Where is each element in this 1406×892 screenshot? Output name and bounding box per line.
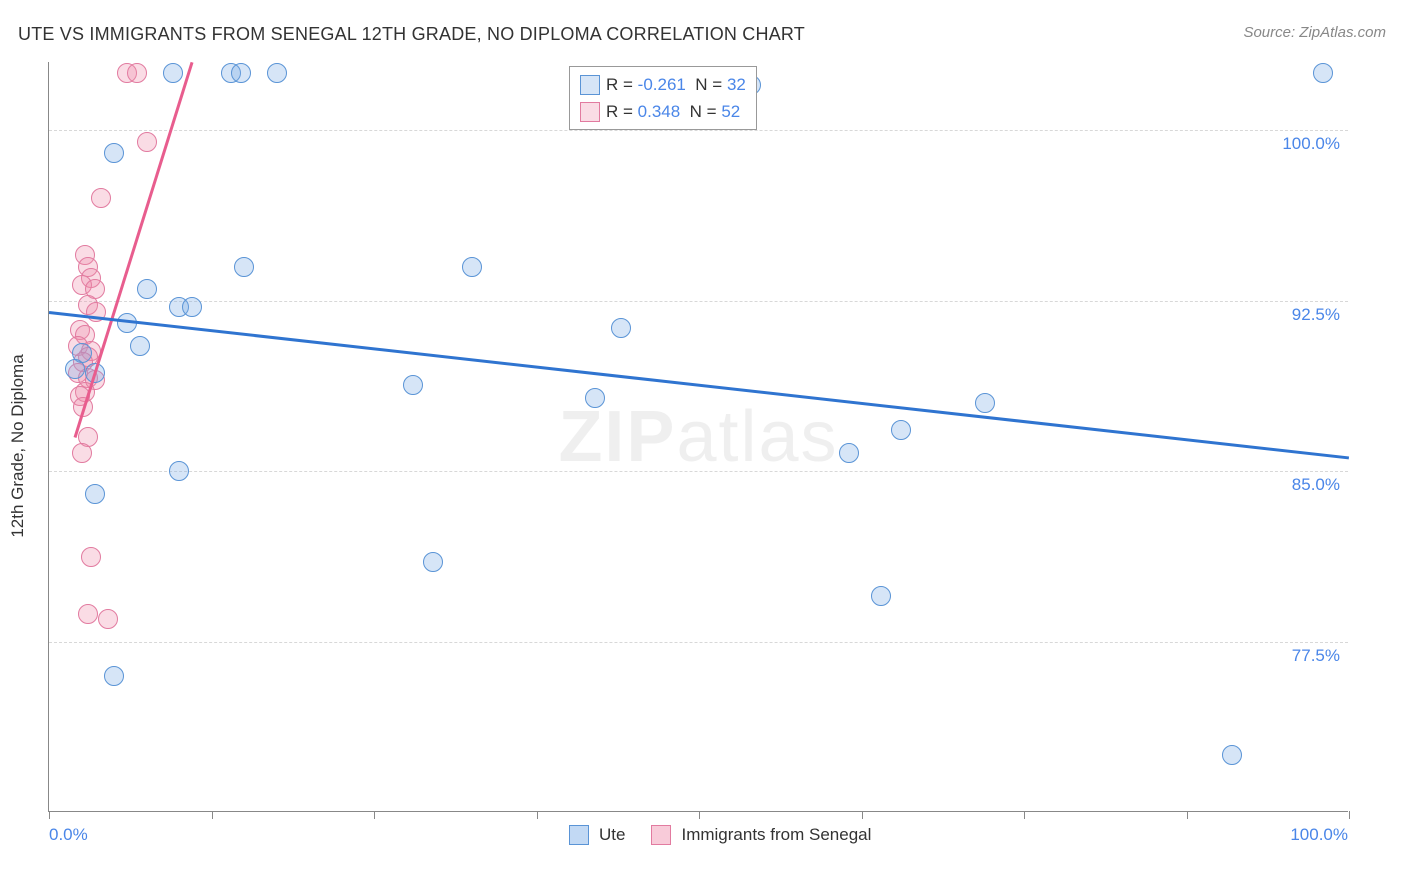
data-point	[234, 257, 254, 277]
data-point	[104, 666, 124, 686]
source-attribution: Source: ZipAtlas.com	[1243, 24, 1386, 41]
plot-area: ZIPatlas 77.5%85.0%92.5%100.0%0.0%100.0%…	[48, 62, 1348, 812]
x-label-right: 100.0%	[1290, 825, 1348, 845]
chart-container: UTE VS IMMIGRANTS FROM SENEGAL 12TH GRAD…	[0, 0, 1406, 892]
x-tick	[1024, 811, 1025, 819]
legend-swatch	[569, 825, 589, 845]
legend-row: R = 0.348 N = 52	[580, 98, 746, 125]
data-point	[137, 132, 157, 152]
watermark-suffix: atlas	[676, 397, 838, 477]
data-point	[231, 63, 251, 83]
data-point	[163, 63, 183, 83]
data-point	[839, 443, 859, 463]
legend-text: R = 0.348 N = 52	[606, 98, 740, 125]
data-point	[98, 609, 118, 629]
data-point	[891, 420, 911, 440]
data-point	[423, 552, 443, 572]
x-tick	[374, 811, 375, 819]
y-tick-label: 92.5%	[1292, 305, 1340, 325]
data-point	[1222, 745, 1242, 765]
data-point	[65, 359, 85, 379]
data-point	[104, 143, 124, 163]
data-point	[78, 604, 98, 624]
data-point	[267, 63, 287, 83]
data-point	[169, 461, 189, 481]
gridline	[49, 471, 1348, 472]
y-tick-label: 100.0%	[1282, 134, 1340, 154]
data-point	[585, 388, 605, 408]
legend-label: Ute	[599, 825, 625, 845]
x-tick	[212, 811, 213, 819]
x-tick	[1187, 811, 1188, 819]
data-point	[91, 188, 111, 208]
series-legend: Ute Immigrants from Senegal	[569, 825, 887, 845]
data-point	[130, 336, 150, 356]
legend-text: R = -0.261 N = 32	[606, 71, 746, 98]
data-point	[127, 63, 147, 83]
legend-swatch	[580, 75, 600, 95]
legend-label: Immigrants from Senegal	[681, 825, 871, 845]
data-point	[871, 586, 891, 606]
legend-swatch	[651, 825, 671, 845]
data-point	[403, 375, 423, 395]
legend-swatch	[580, 102, 600, 122]
correlation-legend: R = -0.261 N = 32R = 0.348 N = 52	[569, 66, 757, 130]
watermark-prefix: ZIP	[558, 397, 676, 477]
data-point	[137, 279, 157, 299]
y-tick-label: 77.5%	[1292, 646, 1340, 666]
data-point	[1313, 63, 1333, 83]
data-point	[182, 297, 202, 317]
y-tick-label: 85.0%	[1292, 475, 1340, 495]
watermark: ZIPatlas	[558, 396, 838, 478]
data-point	[81, 547, 101, 567]
x-tick	[1349, 811, 1350, 819]
chart-title: UTE VS IMMIGRANTS FROM SENEGAL 12TH GRAD…	[18, 24, 805, 45]
x-tick	[49, 811, 50, 819]
gridline	[49, 642, 1348, 643]
x-tick	[862, 811, 863, 819]
data-point	[462, 257, 482, 277]
data-point	[85, 484, 105, 504]
gridline	[49, 301, 1348, 302]
x-tick	[699, 811, 700, 819]
legend-row: R = -0.261 N = 32	[580, 71, 746, 98]
x-tick	[537, 811, 538, 819]
data-point	[975, 393, 995, 413]
data-point	[72, 443, 92, 463]
x-label-left: 0.0%	[49, 825, 88, 845]
trend-line	[49, 311, 1349, 459]
data-point	[611, 318, 631, 338]
y-axis-label: 12th Grade, No Diploma	[8, 354, 28, 537]
